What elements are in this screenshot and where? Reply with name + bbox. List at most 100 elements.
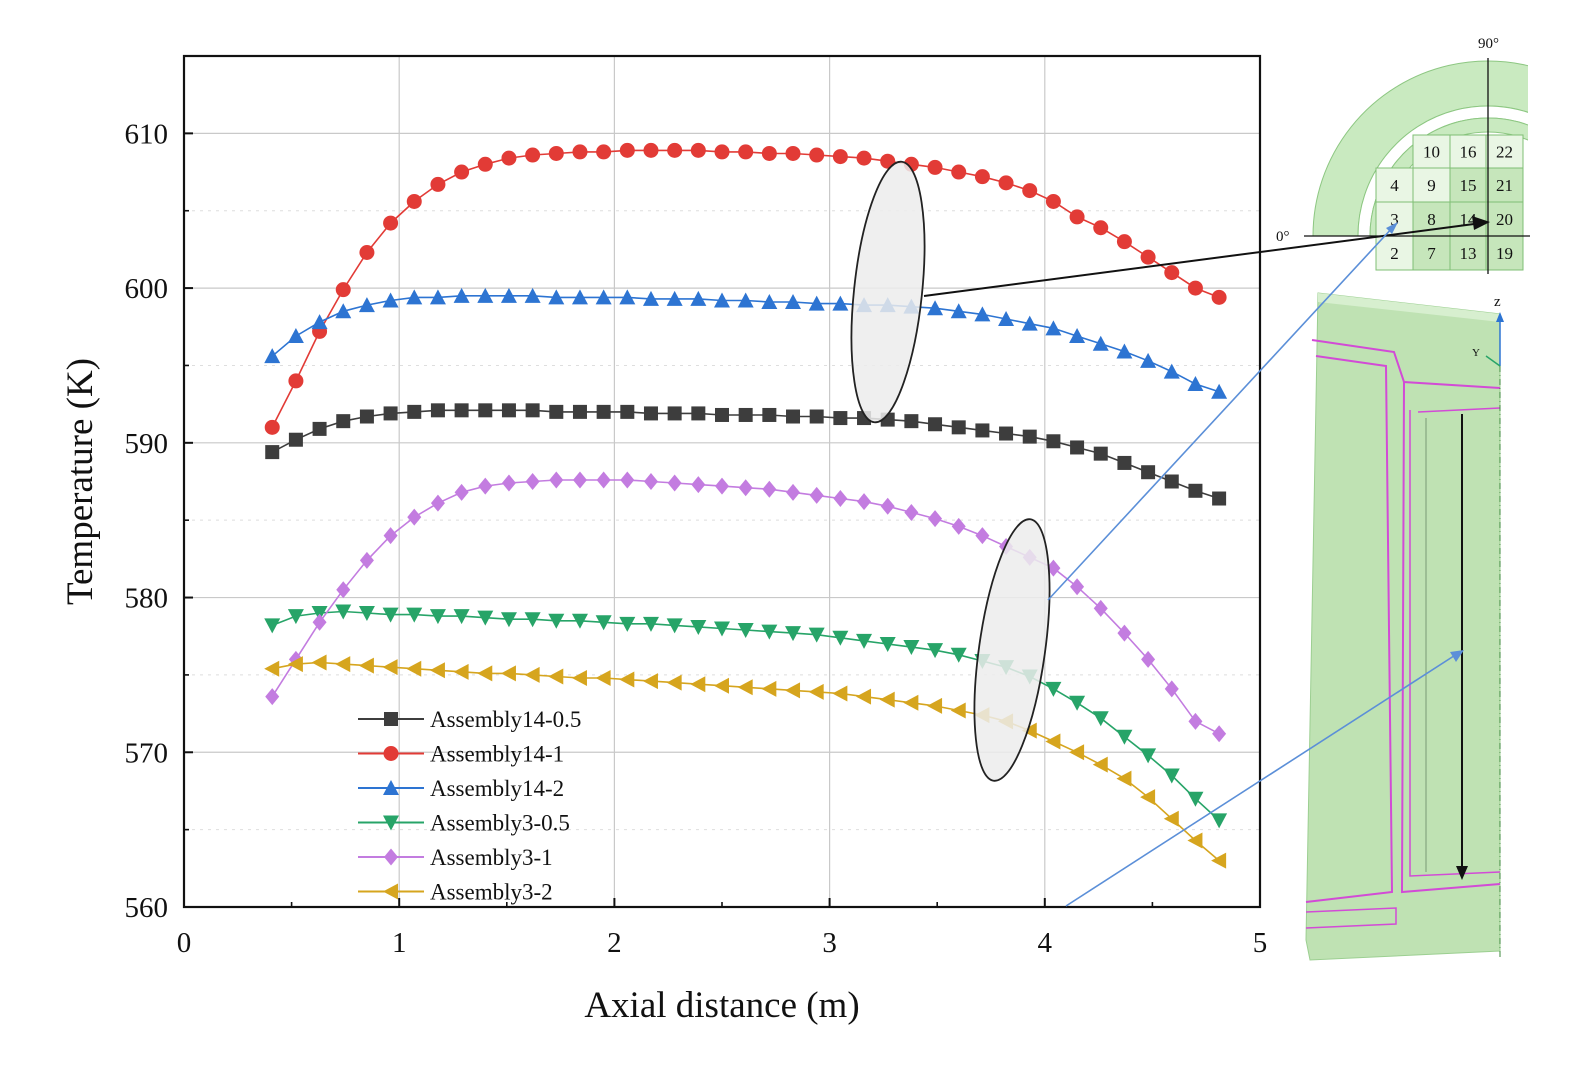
- data-point: [1092, 711, 1109, 727]
- data-point: [288, 432, 303, 447]
- data-point: [549, 404, 564, 419]
- data-point: [975, 423, 990, 438]
- data-point: [382, 607, 399, 623]
- data-point: [714, 621, 730, 637]
- data-point: [549, 471, 564, 489]
- data-point: [832, 295, 849, 311]
- data-point: [737, 623, 754, 639]
- data-point: [595, 670, 611, 687]
- y-tick-label: 560: [125, 892, 169, 924]
- data-point: [478, 403, 493, 418]
- angle-0-label: 0°: [1276, 229, 1290, 245]
- data-point: [691, 406, 706, 421]
- data-point: [1140, 249, 1156, 265]
- data-point: [548, 613, 565, 629]
- data-point: [595, 615, 612, 631]
- data-point: [1164, 680, 1179, 698]
- data-point: [1141, 465, 1156, 480]
- data-point: [1212, 491, 1227, 506]
- assembly-cell-label: 7: [1427, 244, 1436, 263]
- assembly-cell-label: 13: [1460, 244, 1477, 263]
- data-point: [1211, 383, 1228, 399]
- data-point: [1163, 768, 1180, 784]
- assembly-cell: [1485, 235, 1524, 271]
- data-point: [1021, 315, 1038, 331]
- data-point: [904, 503, 919, 521]
- data-point: [998, 175, 1014, 191]
- data-point: [1116, 343, 1133, 359]
- data-point: [808, 627, 825, 643]
- pipe-outline: [1400, 381, 1501, 894]
- data-point: [666, 290, 683, 306]
- data-point: [336, 581, 351, 599]
- data-point: [383, 406, 398, 421]
- data-point: [429, 289, 446, 305]
- data-point: [311, 654, 327, 671]
- assembly-cell: [1449, 167, 1487, 203]
- x-tick-label: 2: [607, 927, 622, 959]
- data-point: [359, 245, 375, 261]
- data-point: [596, 404, 611, 419]
- data-point: [406, 607, 423, 623]
- data-point: [335, 656, 351, 673]
- data-point: [288, 373, 304, 389]
- data-point: [1022, 429, 1037, 444]
- x-tick-label: 5: [1253, 927, 1268, 959]
- y-axis-label: Y: [1472, 347, 1480, 359]
- inset-mask: [1528, 40, 1583, 280]
- data-point: [571, 289, 588, 305]
- data-point: [454, 483, 469, 501]
- data-point: [429, 609, 446, 625]
- legend-marker: [384, 712, 398, 726]
- data-point: [500, 665, 516, 682]
- assembly-cell-label: 15: [1460, 176, 1477, 195]
- data-point: [1211, 289, 1227, 305]
- y-tick-label: 590: [125, 428, 169, 460]
- data-point: [265, 445, 280, 460]
- data-point: [429, 662, 445, 679]
- y-tick-label: 570: [125, 737, 169, 769]
- data-point: [1092, 335, 1109, 351]
- data-point: [832, 685, 848, 702]
- data-point: [642, 616, 659, 632]
- data-point: [335, 282, 351, 298]
- assembly-cell: [1375, 201, 1414, 237]
- component-top-face: [1318, 293, 1500, 322]
- data-point: [785, 682, 801, 699]
- data-point: [690, 142, 706, 158]
- data-point: [477, 287, 494, 303]
- legend-entry: Assembly14-1: [430, 742, 564, 767]
- data-point: [1045, 320, 1062, 336]
- data-point: [737, 292, 754, 308]
- axial-path-pointer-head: [1450, 650, 1464, 662]
- legend-entry: Assembly3-0.5: [430, 811, 570, 836]
- pipe-outline: [1311, 339, 1501, 389]
- data-point: [264, 660, 280, 677]
- data-point: [619, 671, 635, 688]
- data-point: [619, 289, 636, 305]
- data-point: [500, 612, 517, 628]
- data-point: [808, 683, 824, 700]
- legend-marker: [383, 815, 399, 831]
- data-point: [879, 691, 895, 708]
- data-point: [525, 147, 541, 163]
- data-point: [880, 497, 895, 515]
- data-point: [287, 609, 304, 625]
- data-point: [358, 657, 374, 674]
- series-Assembly14-1: [264, 142, 1227, 435]
- data-point: [453, 609, 470, 625]
- x-tick-label: 1: [392, 927, 407, 959]
- data-point: [927, 300, 944, 316]
- data-point: [761, 680, 777, 697]
- data-point: [382, 292, 399, 308]
- data-point: [714, 677, 729, 694]
- data-point: [525, 403, 540, 418]
- data-point: [382, 659, 398, 676]
- data-point: [762, 407, 777, 422]
- data-point: [928, 417, 943, 432]
- data-point: [690, 676, 706, 693]
- data-point: [761, 145, 777, 161]
- data-point: [1188, 712, 1203, 730]
- data-point: [643, 406, 658, 421]
